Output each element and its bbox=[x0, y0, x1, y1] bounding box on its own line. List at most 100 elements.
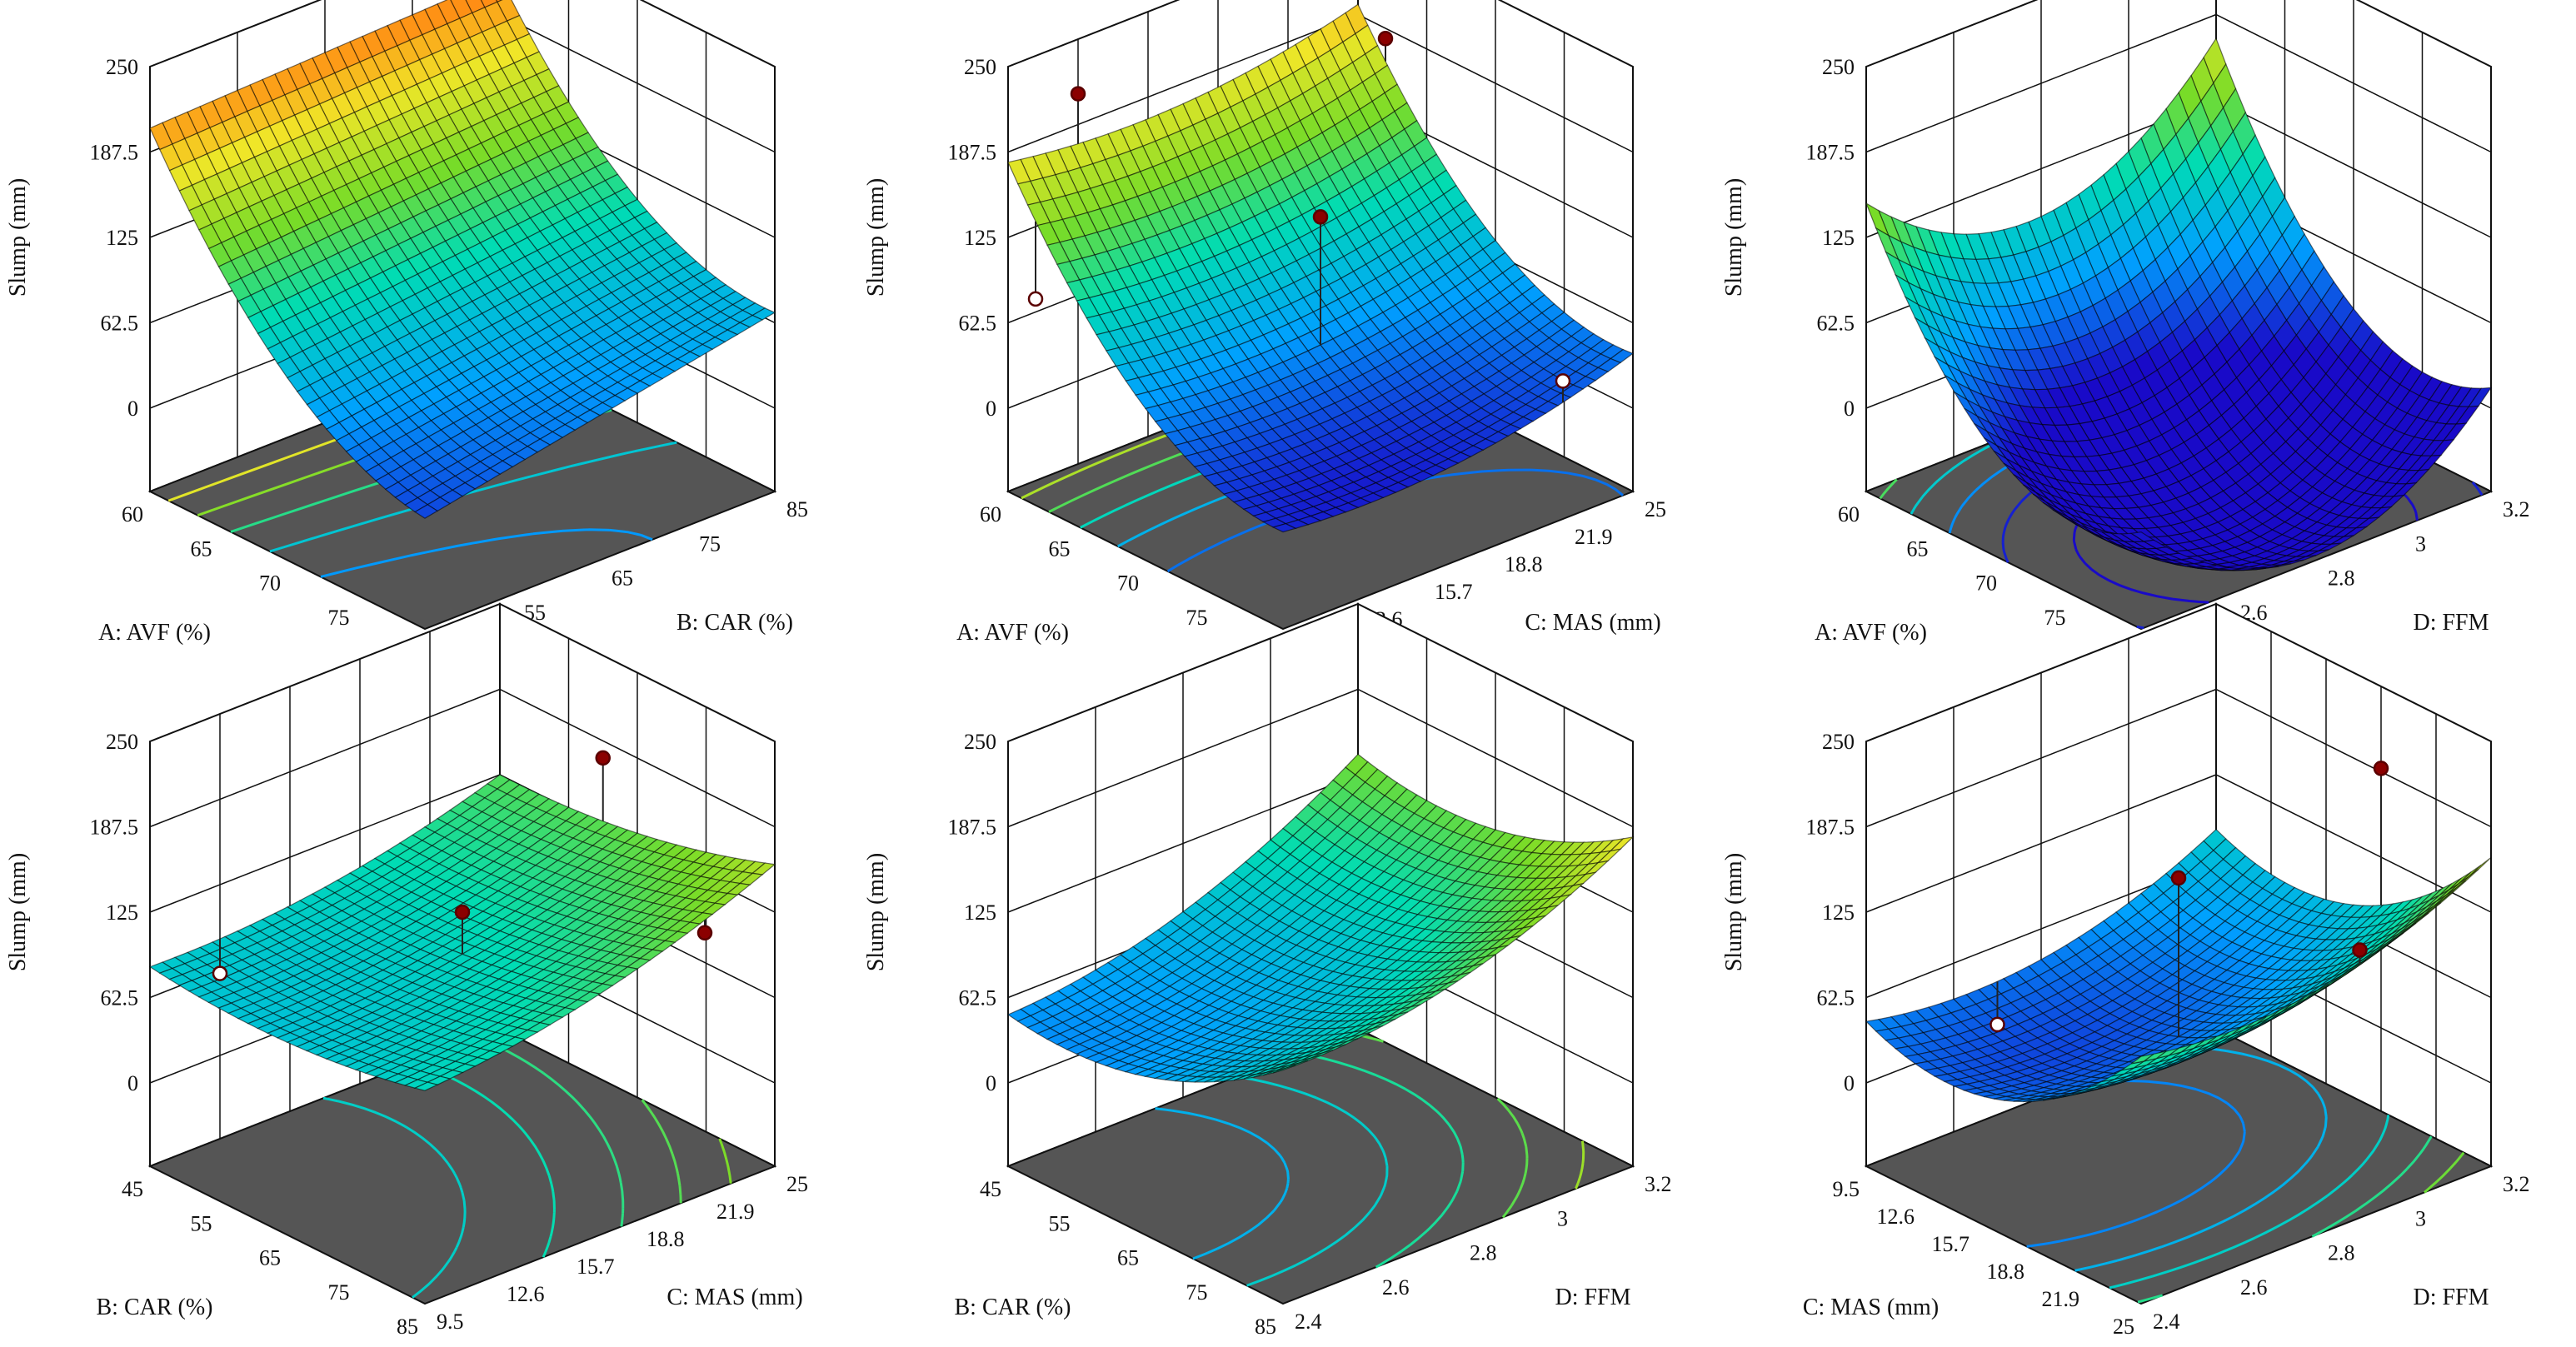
x-tick-label: 85 bbox=[1255, 1315, 1276, 1339]
y-tick-label: 75 bbox=[699, 531, 721, 556]
x-axis-label: A: AVF (%) bbox=[1815, 620, 1927, 646]
y-tick-label: 2.8 bbox=[2328, 566, 2355, 591]
y-axis-label: D: FFM bbox=[1555, 1285, 1630, 1310]
y-tick-label: 21.9 bbox=[716, 1200, 755, 1224]
floor-contour bbox=[2137, 1135, 2433, 1304]
z-tick-label: 125 bbox=[106, 900, 138, 925]
y-tick-label: 3 bbox=[2415, 1206, 2426, 1230]
z-tick-label: 62.5 bbox=[1817, 986, 1855, 1010]
x-tick-label: 75 bbox=[2044, 606, 2066, 630]
surface-cell bbox=[413, 1081, 439, 1091]
surface-plot-5: 0 62.5 125 187.5 250 Slump (mm) 45 55 65 75 85 B: C… bbox=[858, 602, 1691, 1341]
x-tick-label: 85 bbox=[397, 1315, 418, 1339]
z-tick-label: 187.5 bbox=[1806, 816, 1855, 840]
y-tick-label: 18.8 bbox=[1505, 552, 1543, 576]
x-tick-label: 65 bbox=[259, 1246, 281, 1270]
x-tick-label: 70 bbox=[1117, 571, 1139, 596]
response-surface bbox=[1007, 3, 1635, 533]
y-tick-label: 2.6 bbox=[2240, 1275, 2268, 1300]
y-tick-label: 25 bbox=[786, 1172, 808, 1196]
x-tick-label: 15.7 bbox=[1932, 1232, 1970, 1256]
design-point bbox=[2352, 942, 2368, 958]
y-tick-label: 25 bbox=[1645, 497, 1666, 521]
x-tick-label: 75 bbox=[1186, 606, 1208, 630]
z-tick-label: 250 bbox=[106, 730, 138, 754]
x-tick-label: 12.6 bbox=[1877, 1205, 1915, 1229]
floor-contour bbox=[2109, 1115, 2390, 1290]
z-axis-label: Slump (mm) bbox=[1721, 178, 1747, 297]
surface-plot-4: 0 62.5 125 187.5 250 Slump (mm) 45 55 65 75 85 B: C… bbox=[0, 602, 833, 1341]
z-tick-label: 187.5 bbox=[1806, 141, 1855, 165]
response-surface bbox=[1865, 37, 2493, 571]
x-tick-label: 65 bbox=[1907, 536, 1929, 561]
y-tick-label: 2.4 bbox=[1295, 1310, 1322, 1334]
x-axis-label: B: CAR (%) bbox=[955, 1295, 1071, 1320]
z-tick-label: 0 bbox=[127, 1071, 138, 1095]
x-tick-label: 65 bbox=[191, 536, 212, 561]
x-tick-label: 60 bbox=[980, 502, 1001, 526]
y-axis-label: C: MAS (mm) bbox=[666, 1285, 802, 1310]
design-point bbox=[2373, 761, 2389, 776]
floor-contour bbox=[320, 528, 653, 578]
y-tick-label: 3.2 bbox=[2503, 497, 2530, 521]
z-tick-label: 125 bbox=[964, 900, 996, 925]
response-surface bbox=[1865, 828, 2492, 1103]
z-tick-label: 0 bbox=[1844, 397, 1855, 421]
x-tick-label: 75 bbox=[328, 606, 350, 630]
x-tick-label: 9.5 bbox=[1833, 1177, 1860, 1201]
z-tick-label: 0 bbox=[986, 397, 996, 421]
x-tick-label: 70 bbox=[1975, 571, 1997, 596]
floor-contour bbox=[1575, 1140, 1585, 1190]
y-tick-label: 3 bbox=[1557, 1206, 1568, 1230]
design-point bbox=[212, 965, 228, 981]
x-axis-label: A: AVF (%) bbox=[98, 620, 211, 646]
x-tick-label: 70 bbox=[259, 571, 281, 596]
z-axis-label: Slump (mm) bbox=[1721, 853, 1747, 971]
x-tick-label: 18.8 bbox=[1987, 1260, 2025, 1284]
x-tick-label: 75 bbox=[328, 1280, 350, 1305]
z-axis-label: Slump (mm) bbox=[863, 853, 889, 971]
x-tick-label: 55 bbox=[1049, 1211, 1071, 1235]
z-tick-label: 250 bbox=[1822, 730, 1855, 754]
z-tick-label: 125 bbox=[1822, 226, 1855, 250]
y-tick-label: 15.7 bbox=[577, 1255, 615, 1279]
z-tick-label: 0 bbox=[986, 1071, 996, 1095]
y-tick-label: 2.6 bbox=[1382, 1275, 1410, 1300]
z-tick-label: 62.5 bbox=[101, 312, 139, 336]
design-point bbox=[1377, 31, 1394, 47]
z-tick-label: 62.5 bbox=[101, 986, 139, 1010]
floor-contour bbox=[1155, 1107, 1290, 1260]
z-tick-label: 250 bbox=[1822, 55, 1855, 79]
y-tick-label: 2.8 bbox=[2328, 1241, 2355, 1265]
design-point bbox=[454, 904, 471, 920]
z-axis-label: Slump (mm) bbox=[5, 178, 31, 297]
z-tick-label: 187.5 bbox=[948, 141, 997, 165]
design-point bbox=[1555, 373, 1571, 389]
y-tick-label: 9.5 bbox=[437, 1310, 464, 1334]
x-tick-label: 65 bbox=[1117, 1246, 1139, 1270]
response-surface bbox=[149, 0, 776, 519]
y-axis-label: D: FFM bbox=[2413, 610, 2489, 636]
design-point bbox=[1027, 291, 1044, 307]
z-tick-label: 0 bbox=[1844, 1071, 1855, 1095]
z-axis-label: Slump (mm) bbox=[863, 178, 889, 297]
y-axis-label: B: CAR (%) bbox=[676, 610, 793, 636]
y-tick-label: 15.7 bbox=[1435, 580, 1473, 604]
design-point bbox=[696, 925, 713, 941]
design-point bbox=[1989, 1016, 2005, 1033]
x-tick-label: 21.9 bbox=[2042, 1287, 2080, 1311]
surface-cell bbox=[2130, 1053, 2154, 1065]
z-tick-label: 187.5 bbox=[90, 816, 139, 840]
response-surface bbox=[148, 774, 776, 1091]
surface-cell bbox=[1272, 1065, 1296, 1074]
y-tick-label: 12.6 bbox=[507, 1282, 545, 1306]
x-tick-label: 60 bbox=[122, 502, 143, 526]
y-tick-label: 21.9 bbox=[1575, 525, 1613, 549]
floor-contour bbox=[322, 1096, 467, 1299]
